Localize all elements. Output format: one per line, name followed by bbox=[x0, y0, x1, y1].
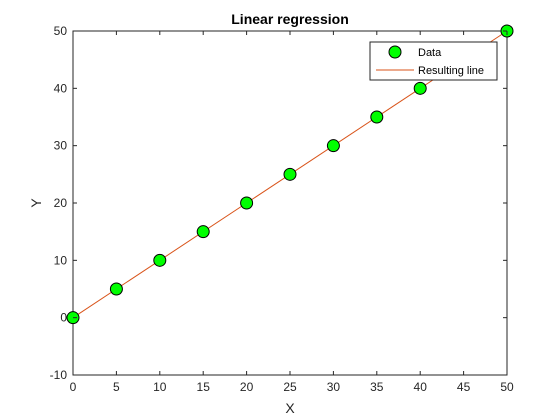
data-point bbox=[283, 167, 297, 181]
x-tick-label: 25 bbox=[283, 380, 297, 394]
x-tick-label: 5 bbox=[113, 380, 120, 394]
data-point bbox=[240, 196, 254, 210]
x-axis-label: X bbox=[285, 400, 295, 416]
x-tick-label: 30 bbox=[327, 380, 341, 394]
x-axis-ticks: 0 5 10 15 20 25 30 35 40 45 50 bbox=[70, 31, 514, 394]
legend-line-label: Resulting line bbox=[418, 65, 484, 77]
y-tick-label: -10 bbox=[50, 368, 68, 382]
x-tick-label: 45 bbox=[457, 380, 471, 394]
chart-title: Linear regression bbox=[231, 11, 349, 27]
x-tick-label: 50 bbox=[500, 380, 514, 394]
series-points-layer bbox=[66, 24, 514, 325]
y-axis-label: Y bbox=[28, 198, 44, 208]
y-tick-label: 10 bbox=[54, 253, 68, 267]
x-tick-label: 10 bbox=[153, 380, 167, 394]
x-tick-label: 40 bbox=[414, 380, 428, 394]
y-tick-label: 20 bbox=[54, 196, 68, 210]
y-tick-label: 30 bbox=[54, 139, 68, 153]
x-tick-label: 0 bbox=[70, 380, 77, 394]
x-tick-label: 20 bbox=[240, 380, 254, 394]
y-axis-ticks: -10 0 10 20 30 40 50 bbox=[50, 24, 507, 382]
legend-data-label: Data bbox=[418, 47, 442, 59]
data-point bbox=[153, 253, 167, 267]
legend-data-marker bbox=[388, 45, 402, 59]
data-point bbox=[370, 110, 384, 124]
data-point bbox=[196, 225, 210, 239]
x-tick-label: 35 bbox=[370, 380, 384, 394]
x-tick-label: 15 bbox=[197, 380, 211, 394]
data-point bbox=[326, 139, 340, 153]
y-tick-label: 50 bbox=[54, 24, 68, 38]
y-tick-label: 0 bbox=[60, 311, 67, 325]
axes-box bbox=[72, 30, 508, 376]
data-point bbox=[413, 81, 427, 95]
data-point bbox=[109, 282, 123, 296]
y-tick-label: 40 bbox=[54, 81, 68, 95]
legend: Data Resulting line bbox=[369, 41, 498, 81]
